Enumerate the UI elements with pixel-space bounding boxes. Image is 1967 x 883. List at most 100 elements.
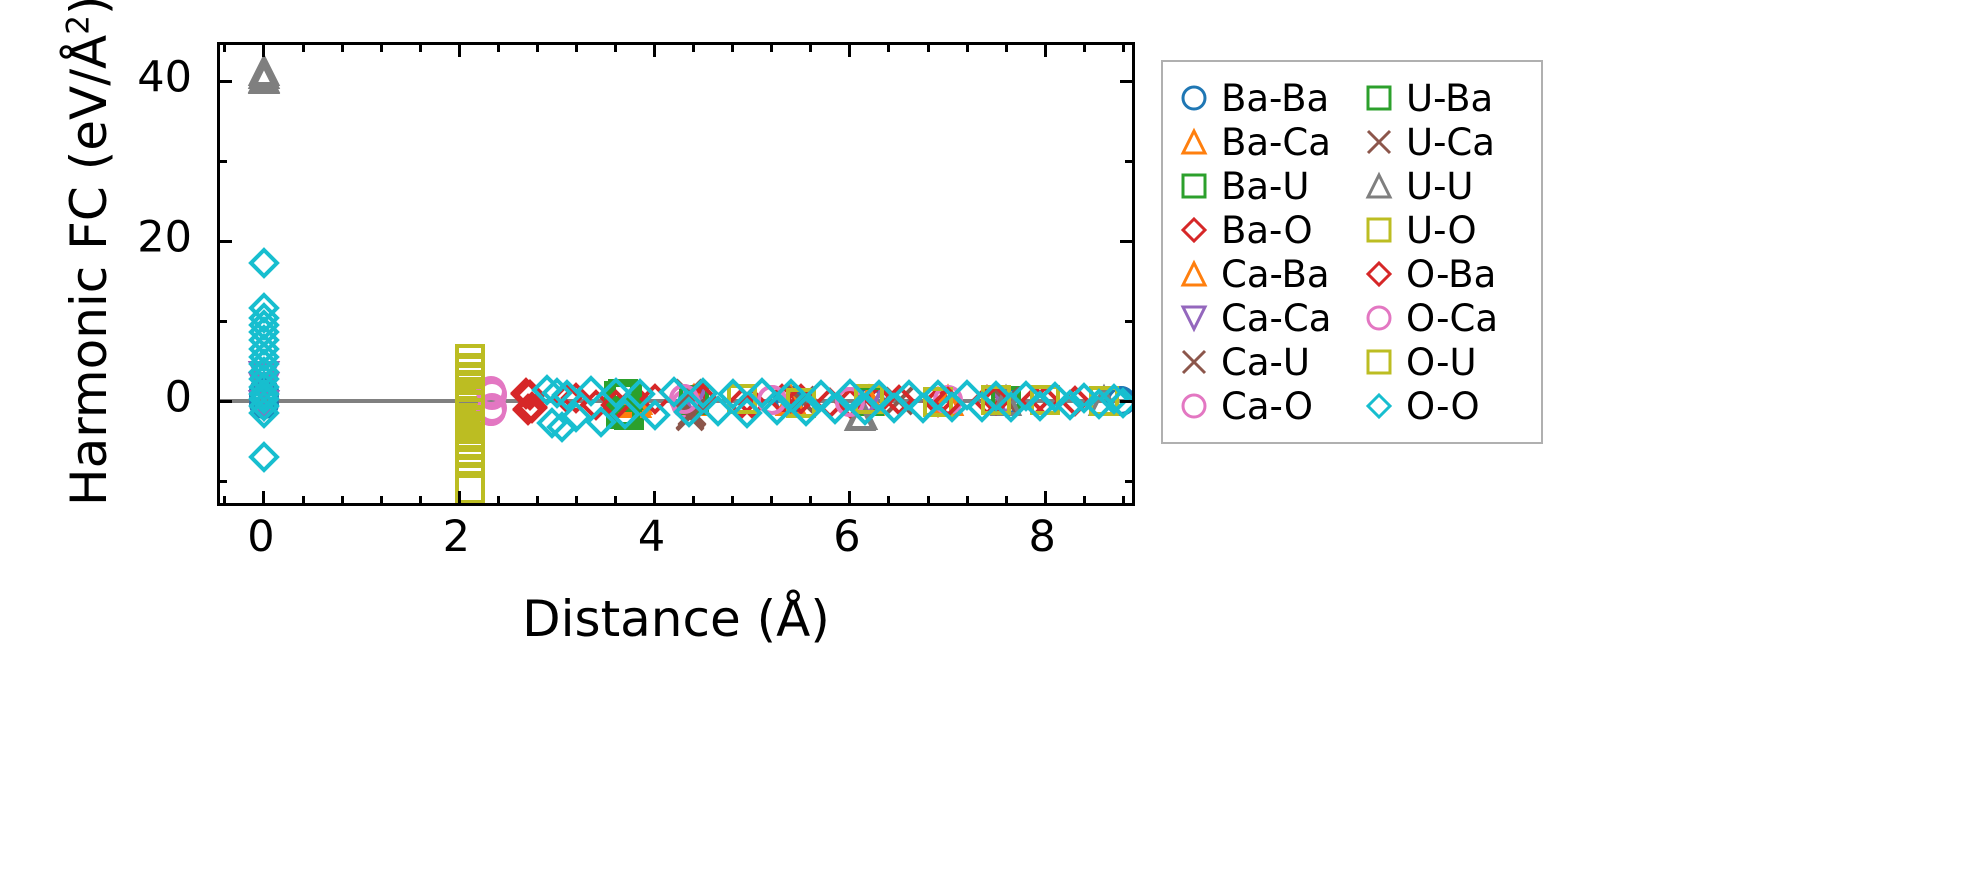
x-axis-minor-tick-top [926, 44, 930, 52]
legend-entry-o-u[interactable]: O-U [1354, 340, 1535, 384]
x-axis-title: Distance (Å) [522, 590, 830, 648]
data-point [716, 377, 750, 411]
y-tick-label: 20 [137, 212, 192, 263]
x-icon [1177, 345, 1211, 379]
x-axis-minor-tick [301, 496, 305, 504]
x-tick-label: 4 [637, 512, 666, 562]
data-point [730, 396, 764, 430]
legend-label: Ba-Ca [1221, 120, 1331, 164]
data-point [638, 398, 672, 432]
data-point [833, 385, 867, 419]
data-point [610, 380, 644, 414]
legend-entry-u-u[interactable]: U-U [1354, 164, 1535, 208]
legend-entry-ca-ca[interactable]: Ca-Ca [1169, 296, 1350, 340]
data-point [672, 395, 706, 429]
x-axis-minor-tick-top [809, 44, 813, 52]
y-axis-title-tail: ) [60, 0, 118, 15]
legend-label: U-Ca [1406, 120, 1495, 164]
triangle-down-icon [1177, 301, 1211, 335]
x-axis-major-tick-top [653, 44, 657, 57]
data-point [559, 400, 593, 434]
data-point [1067, 381, 1101, 415]
data-point [760, 393, 794, 427]
x-axis-minor-tick [614, 496, 618, 504]
data-point [540, 376, 574, 410]
data-point [623, 377, 657, 411]
x-axis-major-tick [457, 491, 461, 504]
square-icon [1177, 169, 1211, 203]
x-axis-minor-tick-top [223, 44, 227, 52]
x-axis-minor-tick-top [614, 44, 618, 52]
y-axis-minor-tick [219, 159, 227, 163]
legend-entry-u-ba[interactable]: U-Ba [1354, 76, 1535, 120]
data-point [1106, 386, 1132, 420]
y-axis-minor-tick [219, 479, 227, 483]
y-axis-major-tick-right [1120, 239, 1133, 243]
legend-box: Ba-Ba Ba-Ca Ba-U Ba-O Ca-Ba Ca-Ca Ca-U Ca-O U-Ba… [1161, 60, 1543, 444]
x-axis-minor-tick [965, 496, 969, 504]
data-point [606, 377, 640, 411]
circle-icon [1362, 301, 1396, 335]
data-point [599, 376, 633, 410]
x-axis-minor-tick [418, 496, 422, 504]
x-tick-label: 8 [1028, 512, 1056, 562]
x-axis-minor-tick-top [496, 44, 500, 52]
legend-entry-ca-ba[interactable]: Ca-Ba [1169, 252, 1350, 296]
y-axis-minor-tick-right [1125, 479, 1133, 483]
scatter-series-o-o [220, 45, 1132, 503]
data-point [247, 382, 281, 416]
x-axis-minor-tick [809, 496, 813, 504]
square-icon [1362, 345, 1396, 379]
x-axis-major-tick-top [262, 44, 266, 57]
legend-entry-o-ba[interactable]: O-Ba [1354, 252, 1535, 296]
legend-label: O-Ca [1406, 296, 1499, 340]
legend-entry-ca-o[interactable]: Ca-O [1169, 384, 1350, 428]
x-tick-label: 0 [247, 512, 275, 562]
legend-label: Ca-O [1221, 384, 1314, 428]
triangle-up-icon [1177, 125, 1211, 159]
data-point [1053, 388, 1087, 422]
legend-entry-ba-ba[interactable]: Ba-Ba [1169, 76, 1350, 120]
legend-entry-ba-o[interactable]: Ba-O [1169, 208, 1350, 252]
legend-entry-u-o[interactable]: U-O [1354, 208, 1535, 252]
x-axis-minor-tick-top [692, 44, 696, 52]
data-point [584, 405, 618, 439]
x-axis-minor-tick [535, 496, 539, 504]
x-axis-minor-tick [1082, 496, 1086, 504]
legend-entry-ba-u[interactable]: Ba-U [1169, 164, 1350, 208]
data-point [247, 396, 281, 430]
legend-entry-ca-u[interactable]: Ca-U [1169, 340, 1350, 384]
scatter-data-layer [220, 45, 1132, 503]
data-point [247, 340, 281, 374]
data-point [247, 347, 281, 381]
legend-label: U-U [1406, 164, 1474, 208]
legend-entry-ba-ca[interactable]: Ba-Ca [1169, 120, 1350, 164]
legend-entry-o-o[interactable]: O-O [1354, 384, 1535, 428]
y-axis-major-tick [219, 399, 232, 403]
x-axis-major-tick [653, 491, 657, 504]
data-point [247, 246, 281, 280]
legend-label: O-O [1406, 384, 1480, 428]
x-axis-minor-tick-top [731, 44, 735, 52]
x-axis-minor-tick-top [887, 44, 891, 52]
x-axis-minor-tick [1004, 496, 1008, 504]
x-axis-minor-tick-top [301, 44, 305, 52]
data-point [818, 392, 852, 426]
data-point [530, 373, 564, 407]
legend-entry-u-ca[interactable]: U-Ca [1354, 120, 1535, 164]
x-axis-minor-tick-top [379, 44, 383, 52]
data-point [921, 385, 955, 419]
x-axis-minor-tick [223, 496, 227, 504]
legend-label: Ca-Ca [1221, 296, 1332, 340]
x-axis-minor-tick [887, 496, 891, 504]
legend-entry-o-ca[interactable]: O-Ca [1354, 296, 1535, 340]
x-axis-minor-tick [1121, 496, 1125, 504]
x-axis-major-tick [262, 491, 266, 504]
y-axis-title-text: Harmonic FC (eV/Å [60, 34, 118, 506]
y-axis-minor-tick-right [1125, 319, 1133, 323]
x-axis-minor-tick [379, 496, 383, 504]
legend-label: O-Ba [1406, 252, 1497, 296]
x-axis-minor-tick [692, 496, 696, 504]
legend-label: Ca-U [1221, 340, 1310, 384]
scatter-series-o-u [220, 45, 1132, 503]
